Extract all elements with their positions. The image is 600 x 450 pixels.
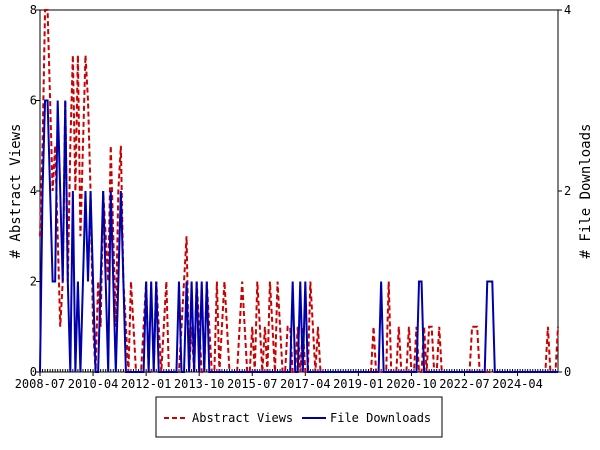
x-tick-label: 2010-04: [68, 377, 119, 391]
x-tick-label: 2012-01: [121, 377, 172, 391]
x-tick-label: 2020-10: [386, 377, 437, 391]
x-tick-label: 2024-04: [492, 377, 543, 391]
x-tick-label: 2017-04: [280, 377, 331, 391]
y2-tick-label: 0: [564, 365, 571, 379]
x-tick-label: 2013-10: [174, 377, 225, 391]
x-tick-label: 2022-07: [439, 377, 490, 391]
y-axis-label: # Abstract Views: [8, 124, 24, 259]
y2-tick-label: 2: [564, 184, 571, 198]
y-tick-label: 8: [30, 3, 37, 17]
x-tick-label: 2008-07: [15, 377, 66, 391]
y2-tick-label: 4: [564, 3, 571, 17]
y2-axis-label: # File Downloads: [578, 124, 594, 259]
legend-label: File Downloads: [330, 411, 431, 425]
y-tick-label: 6: [30, 94, 37, 108]
y-tick-label: 2: [30, 275, 37, 289]
legend-label: Abstract Views: [192, 411, 293, 425]
y-tick-label: 4: [30, 184, 37, 198]
series-line: [39, 99, 558, 373]
x-tick-label: 2019-01: [333, 377, 384, 391]
x-tick-label: 2015-07: [227, 377, 278, 391]
y-tick-label: 0: [30, 365, 37, 379]
legend-box: [155, 396, 443, 438]
